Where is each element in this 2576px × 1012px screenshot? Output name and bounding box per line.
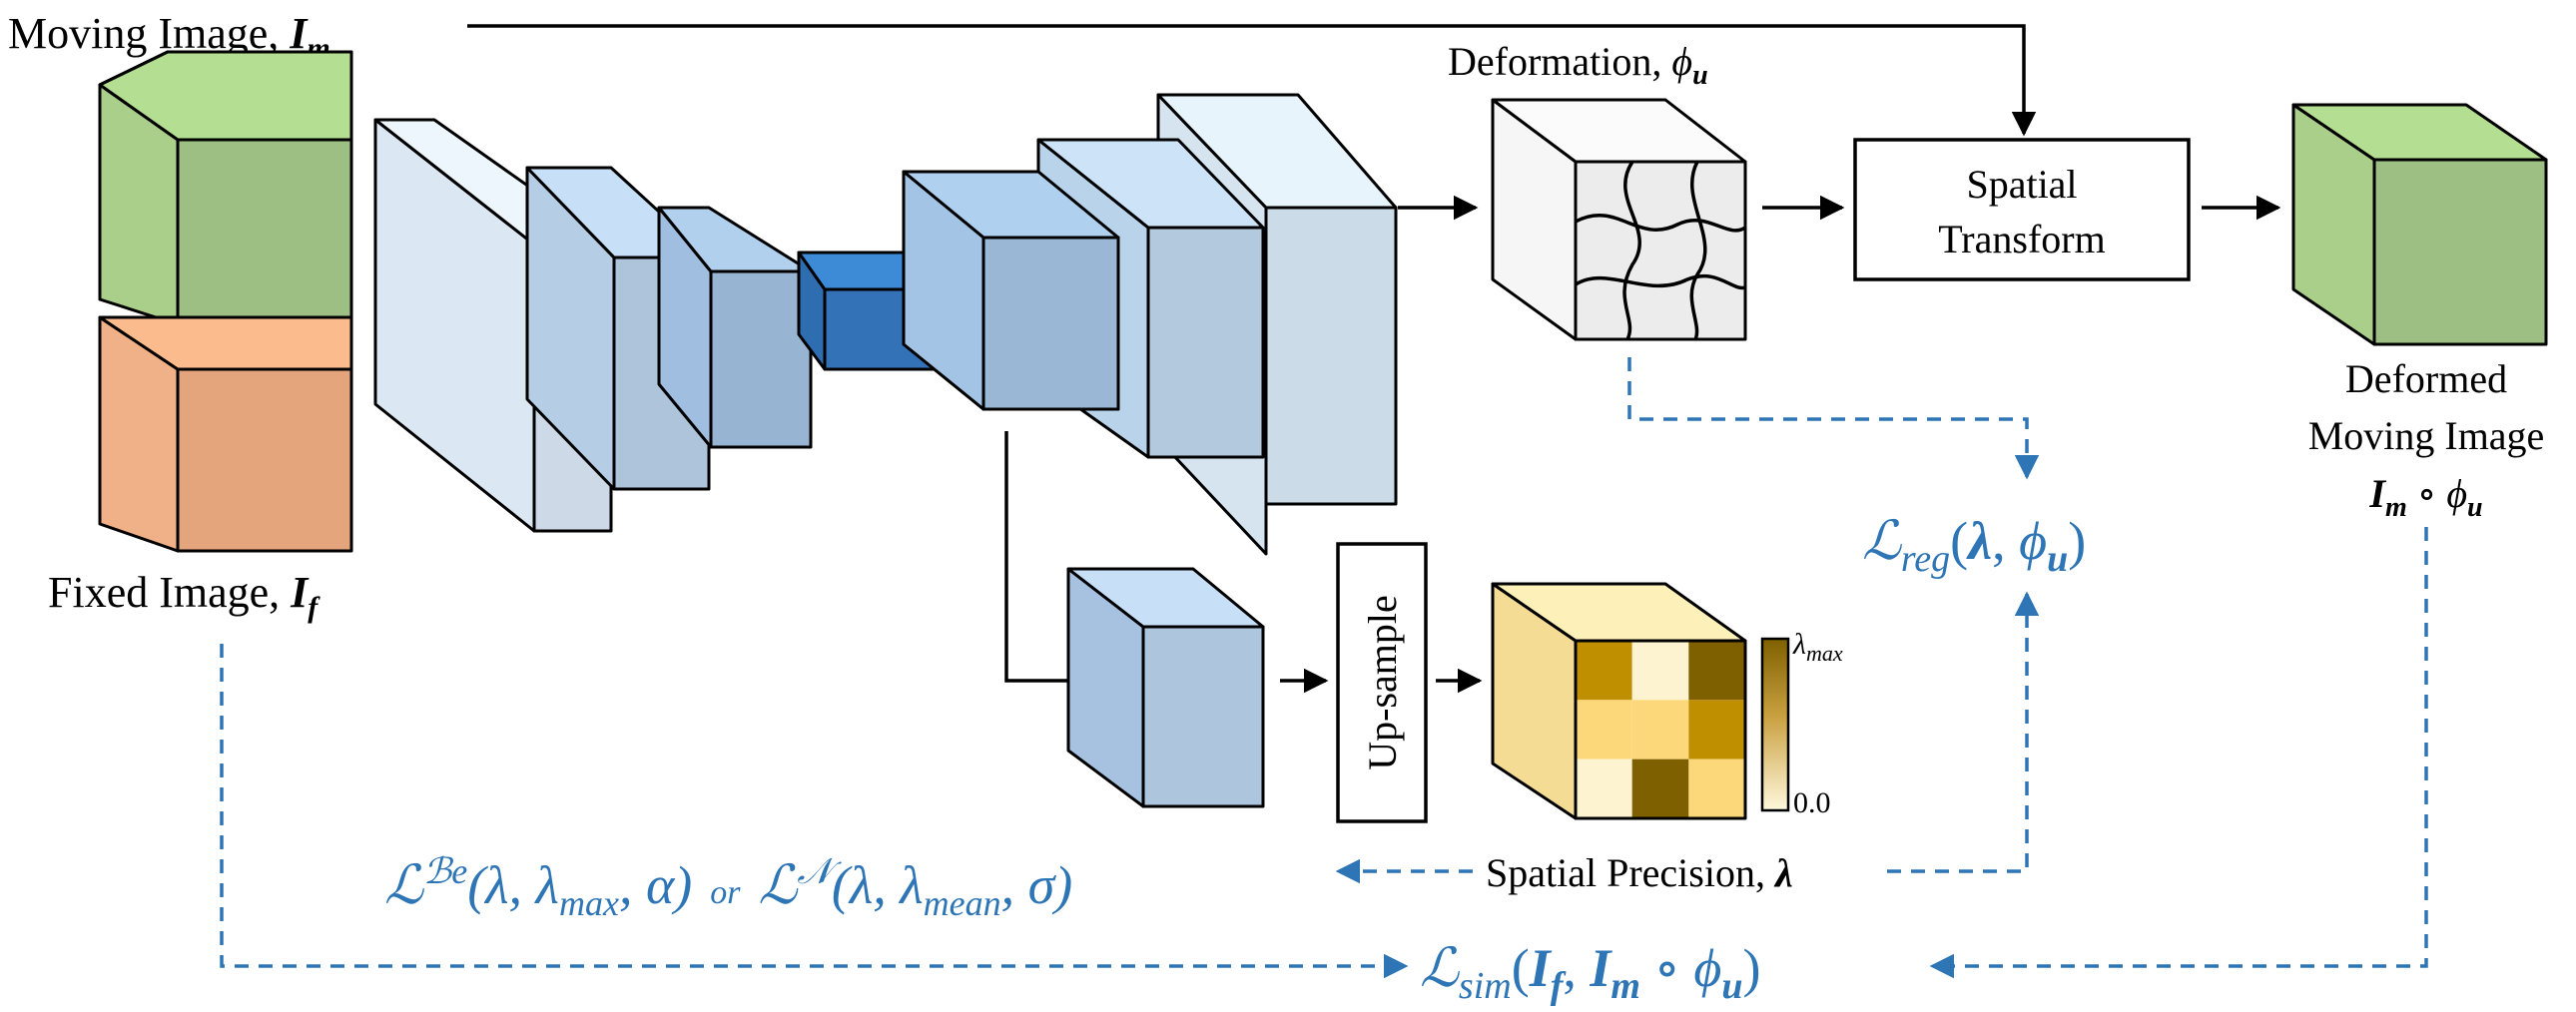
svg-text:Moving Image: Moving Image xyxy=(2308,413,2545,458)
upsample-label: Up-sample xyxy=(1360,595,1405,770)
warp-grid-lines xyxy=(1575,161,1746,340)
upsample-box: Up-sample xyxy=(1336,542,1428,823)
spatial-transform-box: Spatial Transform xyxy=(1853,138,2191,281)
unet-network xyxy=(373,93,1398,556)
precision-cell-r0-c0 xyxy=(1576,641,1632,701)
precision-cell-r2-c1 xyxy=(1631,759,1689,818)
spatial-transform-line1: Spatial xyxy=(1966,162,2077,207)
deformation-label: Deformation, ϕu xyxy=(1448,39,1708,91)
precision-cell-r0-c2 xyxy=(1688,641,1745,701)
fixed-image-label: Fixed Image, If xyxy=(48,568,321,624)
precision-grid xyxy=(1576,641,1745,818)
moving-image-label: Moving Image, Im xyxy=(8,9,330,65)
deformed-cube-front xyxy=(2372,158,2548,346)
precision-cell-r1-c2 xyxy=(1688,700,1745,759)
fixed-image-cube xyxy=(98,315,353,553)
moving-image-arrow xyxy=(467,24,2037,137)
precision-to-reg-dashed xyxy=(1887,591,2040,873)
sim-loss-label: ℒsim(If, Im ∘ ϕu) xyxy=(1420,938,1761,1007)
lowres-precision-front xyxy=(1141,625,1265,808)
fixed-cube-front xyxy=(176,367,353,553)
moving-cube-front xyxy=(176,138,353,326)
svg-text:Deformed: Deformed xyxy=(2345,356,2507,401)
encoder-layer-3 xyxy=(657,206,813,449)
deformed-to-sim-dashed xyxy=(1929,527,2428,979)
precision-cell-r1-c1 xyxy=(1631,700,1689,759)
moving-image-cube xyxy=(98,50,353,326)
colorbar-min-label: 0.0 xyxy=(1793,786,1831,819)
precision-colorbar: λmax 0.0 xyxy=(1760,628,1843,819)
precision-cell-r1-c0 xyxy=(1576,700,1632,759)
deformed-image-label: Deformed Moving Image Im ∘ ϕu xyxy=(2308,356,2545,523)
reg-loss-label: ℒreg(λ, ϕu) xyxy=(1862,511,2086,580)
fixed-to-sim-dashed xyxy=(220,644,1409,979)
deformed-image-cube xyxy=(2291,103,2548,346)
deformation-to-reg-dashed xyxy=(1627,357,2040,480)
precision-cell-r0-c1 xyxy=(1631,641,1689,701)
lowres-precision-cube xyxy=(1066,567,1265,808)
precision-cell-r2-c0 xyxy=(1576,759,1632,818)
colorbar-max-label: λmax xyxy=(1792,628,1843,666)
precision-cell-r2-c2 xyxy=(1688,759,1745,818)
spatial-precision-cube xyxy=(1491,582,1747,820)
prior-loss-label: ℒℬe(λ, λmax, α) or ℒ𝒩(λ, λmean, σ) xyxy=(384,851,1072,923)
spatial-precision-label: Spatial Precision, λ xyxy=(1486,850,1793,895)
deformation-field-cube xyxy=(1491,98,1747,341)
precision-branch-arrow xyxy=(1004,431,1099,694)
svg-text:Im ∘ ϕu: Im ∘ ϕu xyxy=(2368,471,2482,523)
decoder-layer-1-front xyxy=(902,170,1120,411)
spatial-transform-line2: Transform xyxy=(1938,217,2105,261)
deformation-front xyxy=(1574,160,1747,341)
